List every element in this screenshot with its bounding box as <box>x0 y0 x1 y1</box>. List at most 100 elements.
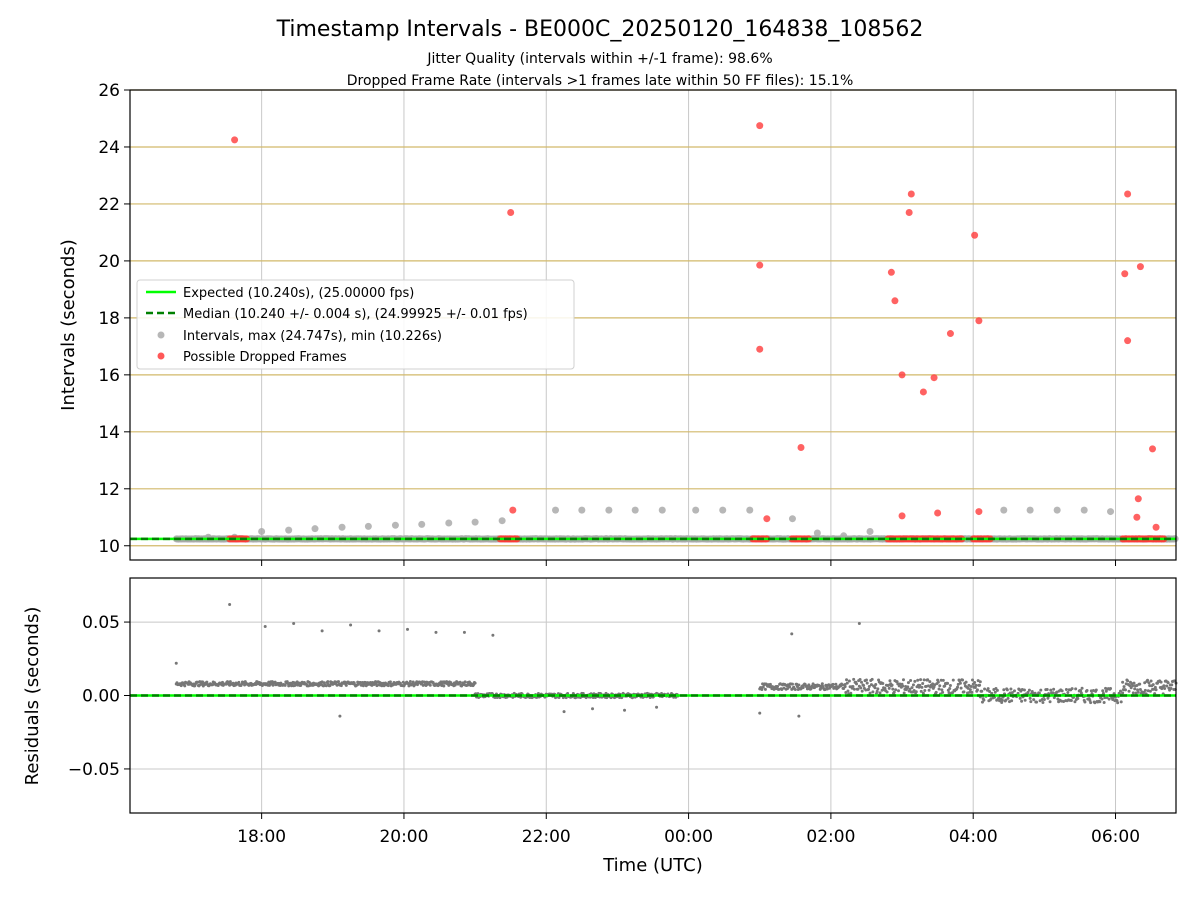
residuals-y-axis-label: Residuals (seconds) <box>22 607 43 786</box>
residual-point <box>988 690 992 694</box>
residual-point <box>790 632 794 636</box>
interval-point <box>1107 508 1115 516</box>
interval-point <box>719 506 727 514</box>
residual-point <box>937 687 941 691</box>
residual-point <box>320 629 324 633</box>
residual-point <box>1012 689 1016 693</box>
residual-point <box>857 622 861 626</box>
residual-point <box>847 679 851 683</box>
residual-point <box>442 684 446 688</box>
residual-point <box>922 678 926 682</box>
residual-point <box>1123 688 1127 692</box>
interval-point <box>631 506 639 514</box>
residual-point <box>386 684 390 688</box>
residual-point <box>934 690 938 694</box>
residual-point <box>870 677 874 681</box>
residual-point <box>1143 681 1147 685</box>
residual-point <box>968 688 972 692</box>
residual-point <box>1104 689 1108 693</box>
residual-point <box>1131 684 1135 688</box>
residual-point <box>1069 698 1073 702</box>
residual-point <box>920 685 924 689</box>
residual-point <box>887 686 891 690</box>
residual-point <box>856 687 860 691</box>
residual-point <box>498 696 502 700</box>
residual-point <box>1029 700 1033 704</box>
residual-point <box>919 678 923 682</box>
residuals-y-tick-label: 0.00 <box>82 687 120 707</box>
residual-point <box>1147 681 1151 685</box>
residual-point <box>914 690 918 694</box>
residual-point <box>183 684 187 688</box>
interval-point <box>1026 506 1034 514</box>
residual-point <box>1037 691 1041 695</box>
residual-point <box>1121 680 1125 684</box>
residual-point <box>780 688 784 692</box>
residual-point <box>1148 689 1152 693</box>
residual-point <box>862 683 866 687</box>
interval-point <box>813 529 821 537</box>
residual-point <box>911 683 915 687</box>
residual-point <box>1136 688 1140 692</box>
residual-point <box>1085 689 1089 693</box>
residual-point <box>843 685 847 689</box>
interval-point <box>692 506 700 514</box>
intervals-y-tick-label: 20 <box>98 252 120 272</box>
residual-point <box>1101 691 1105 695</box>
residual-point <box>995 688 999 692</box>
dropped-frame-point <box>756 261 764 269</box>
dropped-frame-point <box>763 515 771 523</box>
dropped-frame-point <box>1149 445 1157 453</box>
residual-point <box>818 684 822 688</box>
residual-point <box>951 678 955 682</box>
residual-point <box>865 681 869 685</box>
residual-point <box>1101 689 1105 693</box>
residual-point <box>1020 699 1024 703</box>
residual-point <box>901 684 905 688</box>
residual-point <box>1128 684 1132 688</box>
residual-point <box>867 687 871 691</box>
dropped-frame-point <box>1124 337 1132 345</box>
residual-point <box>763 687 767 691</box>
residuals-y-tick-label: −0.05 <box>68 760 120 780</box>
residual-point <box>1109 687 1113 691</box>
residual-point <box>1165 684 1169 688</box>
residual-point <box>845 678 849 682</box>
residual-point <box>1009 687 1013 691</box>
residual-point <box>858 678 862 682</box>
residual-point <box>1116 701 1120 705</box>
residual-point <box>339 684 343 688</box>
residual-point <box>855 682 859 686</box>
residual-point <box>1022 688 1026 692</box>
residual-point <box>434 630 438 634</box>
dropped-frame-point <box>507 208 515 216</box>
interval-point <box>364 522 372 530</box>
interval-point <box>285 526 293 534</box>
interval-point <box>391 521 399 529</box>
residual-point <box>761 685 765 689</box>
residual-point <box>874 683 878 687</box>
residual-point <box>1060 689 1064 693</box>
residual-point <box>901 678 905 682</box>
residual-point <box>1138 687 1142 691</box>
residual-point <box>820 682 824 686</box>
residual-point <box>1005 688 1009 692</box>
residual-point <box>1045 688 1049 692</box>
residual-point <box>888 679 892 683</box>
residual-point <box>623 708 627 712</box>
residual-point <box>1143 688 1147 692</box>
interval-point <box>840 532 848 540</box>
residual-point <box>846 689 850 693</box>
residual-point <box>923 689 927 693</box>
legend-box <box>136 279 575 370</box>
x-tick-label: 20:00 <box>379 827 428 847</box>
residual-point <box>921 681 925 685</box>
interval-point <box>658 506 666 514</box>
residual-point <box>536 691 540 695</box>
residual-point <box>1048 700 1052 704</box>
residual-point <box>970 690 974 694</box>
residuals-y-tick-label: 0.05 <box>82 613 120 633</box>
dropped-frame-point <box>898 512 906 520</box>
interval-point <box>605 506 613 514</box>
